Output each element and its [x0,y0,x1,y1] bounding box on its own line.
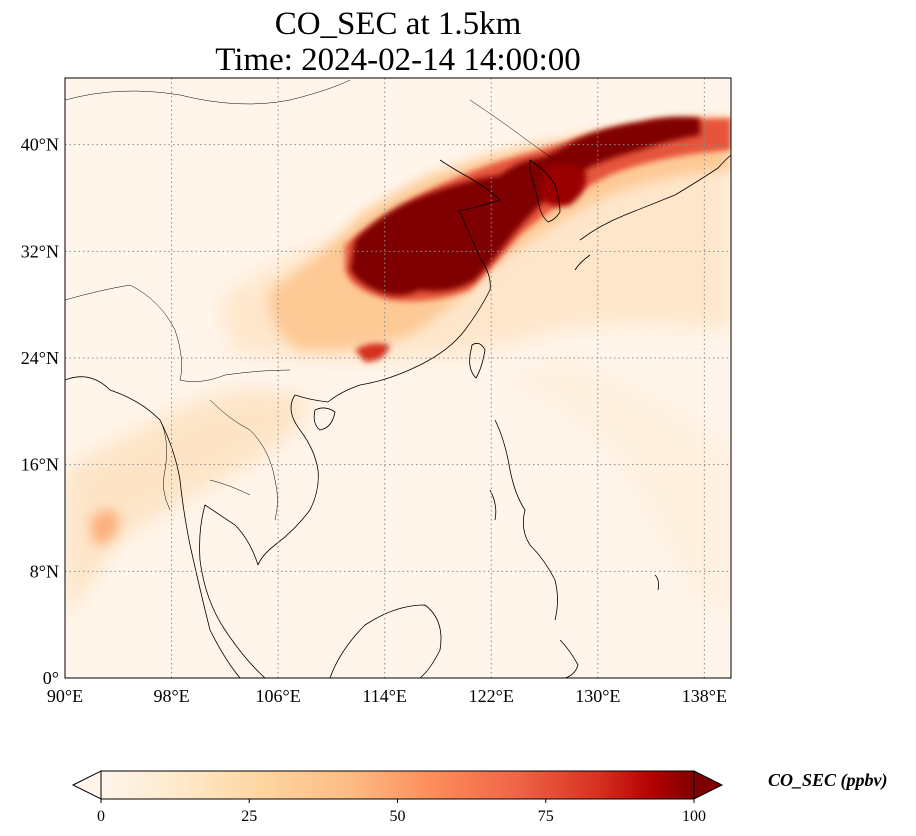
colorbar-tick-label: 0 [97,808,105,825]
colorbar-tick-label: 75 [538,808,554,825]
lon-tick-label: 98°E [153,686,189,706]
colorbar-extend-max [693,770,724,800]
lat-tick-label: 32°N [21,241,59,261]
lon-tick-label: 130°E [575,686,620,706]
map-title: CO_SEC at 1.5km [274,6,522,42]
colorbar-label: CO_SEC (ppbv) [768,770,888,790]
latitude-labels: 0° 8°N 16°N 24°N 32°N 40°N [21,135,59,688]
colorbar-tick-label: 100 [682,808,706,825]
colorbar: 0 25 50 75 100 [71,770,724,825]
lat-tick-label: 40°N [21,135,59,155]
colorbar-extend-min [71,770,102,800]
colorbar-tick-label: 25 [241,808,257,825]
coastlines [65,79,731,678]
map-subtitle-time: Time: 2024-02-14 14:00:00 [215,42,581,78]
lon-tick-label: 90°E [47,686,83,706]
colorbar-gradient [100,770,695,800]
lon-tick-label: 114°E [362,686,407,706]
lat-tick-label: 16°N [21,455,59,475]
lon-tick-label: 138°E [682,686,727,706]
lat-tick-label: 24°N [21,348,59,368]
lon-tick-label: 106°E [256,686,301,706]
co-concentration-field [65,117,731,620]
lat-tick-label: 8°N [30,561,59,581]
colorbar-tick-label: 50 [390,808,406,825]
lat-tick-label: 0° [43,668,59,688]
gridlines [65,78,731,678]
longitude-labels: 90°E 98°E 106°E 114°E 122°E 130°E 138°E [47,686,727,706]
lon-tick-label: 122°E [469,686,514,706]
map-frame [64,77,732,679]
